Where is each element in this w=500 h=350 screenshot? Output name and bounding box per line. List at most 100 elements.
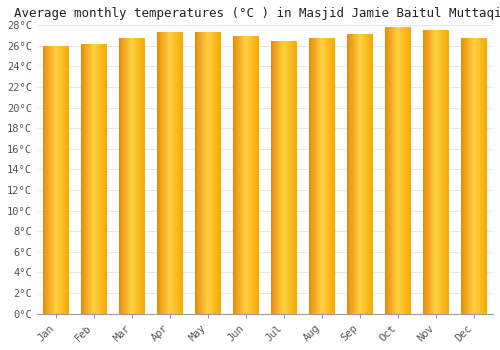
Bar — [242, 36, 243, 314]
Bar — [360, 34, 361, 314]
Bar — [277, 41, 278, 314]
Bar — [95, 44, 96, 314]
Bar — [438, 30, 440, 314]
Bar — [465, 38, 466, 314]
Bar — [220, 33, 221, 314]
Bar — [435, 30, 436, 314]
Bar — [348, 34, 349, 314]
Bar — [358, 34, 359, 314]
Bar — [121, 38, 122, 314]
Bar — [208, 33, 209, 314]
Bar — [90, 44, 91, 314]
Bar — [395, 27, 396, 314]
Bar — [481, 38, 482, 314]
Bar — [318, 38, 319, 314]
Bar — [168, 33, 169, 314]
Bar — [254, 36, 255, 314]
Bar — [427, 30, 428, 314]
Bar — [170, 33, 171, 314]
Bar — [100, 44, 101, 314]
Bar — [204, 33, 206, 314]
Bar — [444, 30, 445, 314]
Bar — [84, 44, 85, 314]
Bar — [126, 38, 127, 314]
Bar — [446, 30, 447, 314]
Bar — [246, 36, 247, 314]
Bar — [258, 36, 260, 314]
Bar — [275, 41, 276, 314]
Bar — [474, 38, 475, 314]
Bar — [369, 34, 370, 314]
Bar — [67, 46, 68, 314]
Bar — [51, 46, 52, 314]
Bar — [242, 36, 244, 314]
Bar — [97, 44, 98, 314]
Bar — [179, 33, 180, 314]
Bar — [486, 38, 487, 314]
Bar — [287, 41, 288, 314]
Bar — [349, 34, 350, 314]
Bar — [253, 36, 254, 314]
Bar — [165, 33, 166, 314]
Bar — [199, 33, 200, 314]
Bar — [135, 38, 136, 314]
Bar — [66, 46, 67, 314]
Bar — [396, 27, 397, 314]
Bar — [487, 38, 488, 314]
Bar — [196, 33, 197, 314]
Bar — [321, 38, 322, 314]
Bar — [480, 38, 481, 314]
Bar — [88, 44, 89, 314]
Bar — [196, 33, 198, 314]
Bar — [255, 36, 256, 314]
Bar — [361, 34, 362, 314]
Bar — [332, 38, 333, 314]
Bar — [385, 27, 386, 314]
Title: Average monthly temperatures (°C ) in Masjid Jamie Baitul Muttaqien: Average monthly temperatures (°C ) in Ma… — [14, 7, 500, 20]
Bar — [284, 41, 285, 314]
Bar — [288, 41, 289, 314]
Bar — [429, 30, 430, 314]
Bar — [44, 46, 45, 314]
Bar — [433, 30, 434, 314]
Bar — [62, 46, 64, 314]
Bar — [239, 36, 240, 314]
Bar — [250, 36, 252, 314]
Bar — [105, 44, 106, 314]
Bar — [167, 33, 168, 314]
Bar — [160, 33, 161, 314]
Bar — [312, 38, 313, 314]
Bar — [392, 27, 394, 314]
Bar — [162, 33, 163, 314]
Bar — [445, 30, 446, 314]
Bar — [282, 41, 283, 314]
Bar — [280, 41, 281, 314]
Bar — [201, 33, 202, 314]
Bar — [164, 33, 165, 314]
Bar — [328, 38, 329, 314]
Bar — [125, 38, 126, 314]
Bar — [355, 34, 356, 314]
Bar — [434, 30, 435, 314]
Bar — [238, 36, 239, 314]
Bar — [92, 44, 93, 314]
Bar — [466, 38, 467, 314]
Bar — [169, 33, 170, 314]
Bar — [102, 44, 103, 314]
Bar — [372, 34, 373, 314]
Bar — [317, 38, 318, 314]
Bar — [119, 38, 120, 314]
Bar — [89, 44, 90, 314]
Bar — [313, 38, 314, 314]
Bar — [351, 34, 352, 314]
Bar — [56, 46, 57, 314]
Bar — [54, 46, 55, 314]
Bar — [103, 44, 104, 314]
Bar — [464, 38, 465, 314]
Bar — [426, 30, 427, 314]
Bar — [320, 38, 321, 314]
Bar — [198, 33, 199, 314]
Bar — [174, 33, 175, 314]
Bar — [362, 34, 363, 314]
Bar — [475, 38, 476, 314]
